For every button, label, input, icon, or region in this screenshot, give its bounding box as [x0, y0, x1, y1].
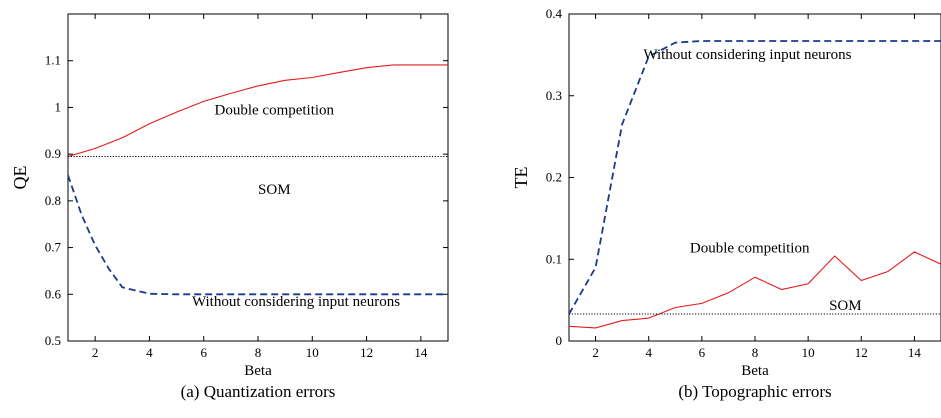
y-tick-label: 0.8 [45, 193, 61, 208]
y-tick-label: 0.7 [45, 240, 62, 255]
x-tick-label: 4 [645, 345, 652, 360]
x-tick-label: 10 [802, 345, 815, 360]
x-tick-label: 14 [908, 345, 922, 360]
chart-caption: (a) Quantization errors [181, 382, 336, 401]
chart-panel-a: 2 4 6 8 10 12 14 0.5 0.6 0.7 0.8 0.9 1 1.1 Beta QE (a) Q… [10, 13, 449, 401]
y-tick-label: 0.3 [546, 88, 562, 103]
x-tick-label: 4 [146, 345, 153, 360]
annotation-label: Without considering input neurons [643, 47, 851, 63]
y-tick-label: 0.4 [546, 6, 563, 21]
series-line-without-considering-input-neurons [68, 174, 448, 296]
y-tick-label: 0 [556, 333, 563, 348]
x-tick-label: 2 [592, 345, 599, 360]
series-group [68, 64, 448, 296]
series-group [569, 40, 941, 329]
y-tick-label: 0.2 [546, 170, 562, 185]
x-axis-label: Beta [741, 363, 769, 379]
series-line-double-competition [68, 64, 448, 158]
series-line-without-considering-input-neurons [569, 40, 941, 315]
annotation-label: SOM [829, 298, 862, 314]
annotation-label: SOM [258, 182, 291, 198]
annotation-label: Double competition [690, 241, 810, 257]
chart-caption: (b) Topographic errors [678, 382, 831, 401]
x-tick-label: 6 [699, 345, 706, 360]
plot-frame [67, 13, 449, 342]
series-line-double-competition [569, 251, 941, 329]
annotation-label: Double competition [215, 102, 335, 118]
y-tick-label: 0.1 [546, 251, 562, 266]
y-tick-label: 0.5 [45, 333, 61, 348]
y-axis-label: QE [10, 166, 30, 190]
y-tick-label: 1 [55, 99, 62, 114]
x-tick-label: 10 [306, 345, 319, 360]
x-tick-label: 14 [414, 345, 428, 360]
x-tick-label: 8 [255, 345, 262, 360]
plot-frame [568, 13, 941, 342]
annotation-label: Without considering input neurons [192, 294, 400, 310]
x-tick-label: 12 [360, 345, 373, 360]
x-tick-label: 8 [752, 345, 759, 360]
y-tick-label: 0.9 [45, 146, 61, 161]
x-tick-label: 6 [200, 345, 207, 360]
x-axis-label: Beta [244, 363, 272, 379]
y-tick-label: 1.1 [45, 53, 61, 68]
x-tick-label: 12 [855, 345, 868, 360]
chart-panel-b: 2 4 6 8 10 12 14 0 0.1 0.2 0.3 0.4 Beta TE (b) Topogra… [511, 6, 941, 401]
x-tick-label: 2 [92, 345, 99, 360]
y-tick-label: 0.6 [45, 286, 62, 301]
y-axis-label: TE [511, 167, 531, 189]
